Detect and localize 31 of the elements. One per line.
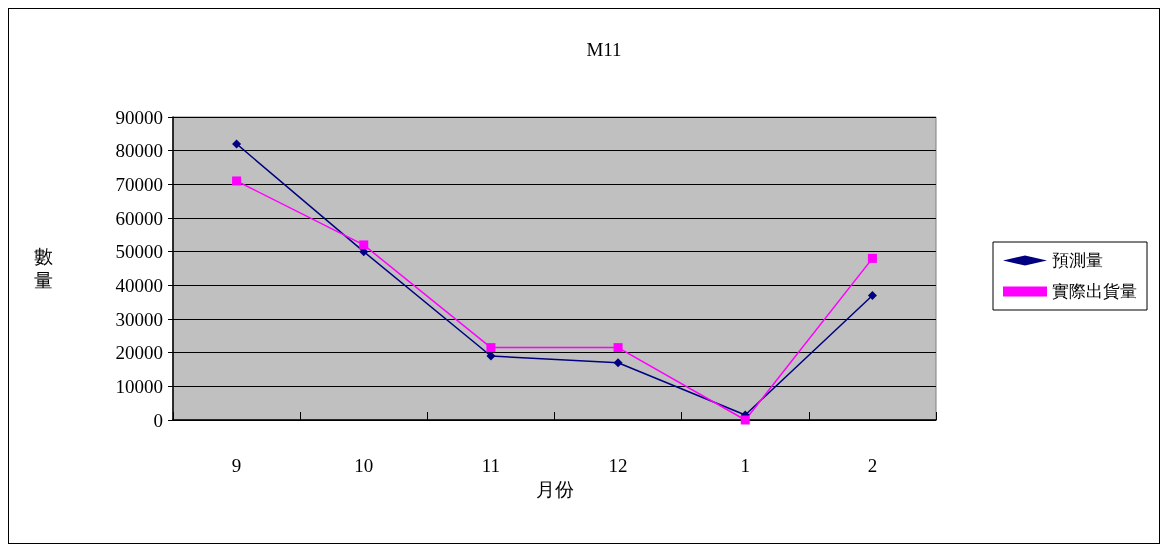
y-tick-label: 90000 [115,106,163,128]
y-tick-label: 60000 [115,207,163,229]
y-tick-label: 50000 [115,241,163,263]
legend-label: 實際出貨量 [1052,282,1137,301]
y-tick-label: 30000 [115,308,163,330]
y-tick-label: 10000 [115,375,163,397]
x-tick-label: 2 [867,455,878,476]
legend-label: 預測量 [1052,251,1103,270]
chart-title: M11 [586,39,622,60]
y-tick-label: 80000 [115,140,163,162]
point [232,176,242,186]
point [486,351,496,361]
x-tick-label: 11 [481,455,501,476]
x-tick-label: 1 [740,455,750,476]
x-tick-label: 10 [354,455,374,476]
x-tick-label: 12 [608,455,628,476]
y-axis-title: 數量 [34,246,53,291]
point [613,358,623,368]
point [613,343,623,353]
point [232,139,242,149]
point [486,343,496,353]
x-tick-label: 9 [231,455,242,476]
x-axis-title: 月份 [535,478,574,500]
point [867,253,877,263]
y-tick-label: 70000 [115,173,163,195]
y-tick-label: 0 [153,409,163,431]
y-tick-label: 20000 [115,342,163,364]
y-tick-label: 40000 [115,274,163,296]
point [359,240,369,250]
point [867,290,877,300]
point [740,415,750,425]
